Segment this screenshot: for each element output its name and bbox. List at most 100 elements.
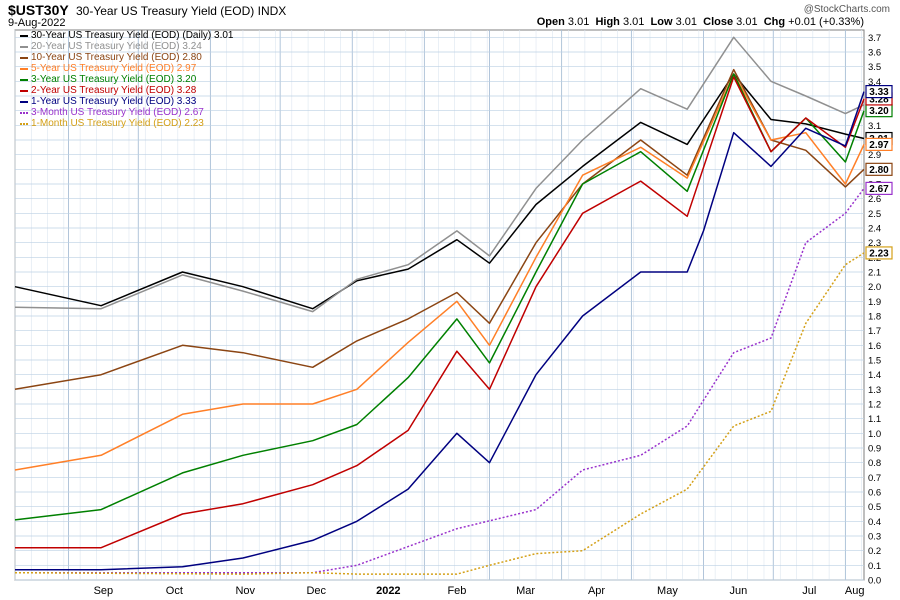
plot-area	[14, 29, 865, 581]
chg-value: +0.01 (+0.33%)	[788, 16, 864, 28]
x-tick-label: Feb	[447, 585, 466, 597]
y-tick-label: 0.9	[868, 444, 881, 455]
y-tick-label: 1.9	[868, 297, 881, 308]
chart-legend: 30-Year US Treasury Yield (EOD) (Daily) …	[20, 30, 234, 129]
y-tick-label: 2.0	[868, 282, 881, 293]
open-label: Open	[536, 16, 565, 28]
y-tick-label: 3.4	[868, 77, 881, 88]
y-tick-label: 0.6	[868, 488, 881, 499]
high-label: High	[595, 16, 620, 28]
y-tick-label: 1.3	[868, 385, 881, 396]
x-tick-label: 2022	[376, 585, 400, 597]
y-tick-label: 3.5	[868, 62, 881, 73]
last-value-label: 2.97	[869, 140, 889, 151]
legend-label: 3-Month US Treasury Yield (EOD) 2.67	[31, 107, 204, 118]
legend-item-3: 5-Year US Treasury Yield (EOD) 2.97	[20, 63, 234, 74]
legend-item-1: 20-Year US Treasury Yield (EOD) 3.24	[20, 41, 234, 52]
ticker-symbol: $UST30Y	[8, 2, 69, 18]
legend-swatch	[20, 111, 28, 114]
x-tick-label: Mar	[516, 585, 535, 597]
y-tick-label: 0.7	[868, 473, 881, 484]
legend-item-6: 1-Year US Treasury Yield (EOD) 3.33	[20, 96, 234, 107]
series-line-0	[14, 73, 865, 310]
y-tick-label: 0.8	[868, 458, 881, 469]
legend-swatch	[20, 100, 28, 103]
y-tick-label: 2.5	[868, 209, 881, 220]
y-tick-label: 2.1	[868, 268, 881, 279]
close-value: 3.01	[736, 16, 758, 28]
last-value-badge-2: 2.80	[865, 162, 893, 176]
legend-swatch	[20, 56, 28, 59]
low-label: Low	[650, 16, 673, 28]
series-line-1	[14, 36, 865, 313]
chart-title: 30-Year US Treasury Yield (EOD) INDX	[76, 4, 287, 18]
last-value-label: 2.67	[869, 184, 889, 195]
last-value-badge-6: 3.33	[865, 84, 893, 99]
y-tick-label: 3.7	[868, 33, 881, 44]
series-line-6	[15, 91, 865, 571]
x-tick-label: Dec	[306, 585, 326, 597]
last-value-label: 3.28	[869, 94, 889, 105]
y-tick-label: 0.2	[868, 546, 881, 557]
series-line-8	[14, 252, 865, 575]
legend-swatch	[20, 89, 28, 92]
last-value-label: 3.20	[869, 106, 889, 117]
x-tick-label: Apr	[588, 585, 605, 597]
legend-label: 30-Year US Treasury Yield (EOD) (Daily) …	[31, 30, 234, 41]
close-label: Close	[703, 16, 734, 28]
y-tick-label: 2.4	[868, 224, 881, 235]
y-tick-label: 3.1	[868, 121, 881, 132]
legend-label: 10-Year US Treasury Yield (EOD) 2.80	[31, 52, 202, 63]
last-value-badge-4: 3.20	[865, 104, 893, 118]
last-value-badge-7: 2.67	[865, 181, 893, 195]
x-tick-label: Sep	[94, 585, 114, 597]
legend-swatch	[20, 45, 28, 48]
y-tick-label: 3.6	[868, 48, 881, 59]
legend-item-2: 10-Year US Treasury Yield (EOD) 2.80	[20, 52, 234, 63]
series-line-7	[15, 187, 865, 574]
legend-item-0: 30-Year US Treasury Yield (EOD) (Daily) …	[20, 30, 234, 41]
legend-swatch	[20, 67, 28, 70]
legend-item-7: 3-Month US Treasury Yield (EOD) 2.67	[20, 107, 234, 118]
last-value-badge-8: 2.23	[865, 246, 893, 260]
legend-label: 2-Year US Treasury Yield (EOD) 3.28	[31, 85, 197, 96]
y-tick-label: 0.3	[868, 532, 881, 543]
ohlc-readout: Open 3.01 High 3.01 Low 3.01 Close 3.01 …	[537, 16, 864, 28]
legend-swatch	[20, 122, 28, 125]
y-tick-label: 1.7	[868, 326, 881, 337]
y-tick-label: 2.6	[868, 194, 881, 205]
last-value-badge-3: 2.97	[865, 137, 893, 151]
y-tick-label: 1.6	[868, 341, 881, 352]
legend-item-8: 1-Month US Treasury Yield (EOD) 2.23	[20, 118, 234, 129]
y-tick-label: 1.8	[868, 312, 881, 323]
legend-label: 20-Year US Treasury Yield (EOD) 3.24	[31, 41, 202, 52]
x-tick-label: Oct	[166, 585, 183, 597]
y-tick-label: 0.5	[868, 502, 881, 513]
last-value-label: 2.80	[869, 165, 889, 176]
legend-item-5: 2-Year US Treasury Yield (EOD) 3.28	[20, 85, 234, 96]
legend-swatch	[20, 78, 28, 81]
series-line-5	[15, 76, 865, 549]
y-tick-label: 2.3	[868, 238, 881, 249]
series-line-2	[14, 68, 865, 391]
stockcharts-watermark: @StockCharts.com	[803, 4, 890, 15]
legend-label: 1-Month US Treasury Yield (EOD) 2.23	[31, 118, 204, 129]
last-value-label: 3.33	[869, 87, 889, 98]
last-value-label: 2.23	[869, 248, 889, 259]
legend-label: 5-Year US Treasury Yield (EOD) 2.97	[31, 63, 197, 74]
x-tick-label: Aug	[845, 585, 865, 597]
y-tick-label: 1.4	[868, 370, 881, 381]
low-value: 3.01	[675, 16, 697, 28]
y-tick-label: 2.9	[868, 150, 881, 161]
series-line-3	[14, 73, 865, 471]
chg-label: Chg	[763, 16, 786, 28]
y-tick-label: 1.1	[868, 414, 881, 425]
x-tick-label: Nov	[235, 585, 255, 597]
chart-date: 9-Aug-2022	[8, 17, 66, 29]
high-value: 3.01	[622, 16, 645, 28]
y-tick-label: 0.1	[868, 561, 881, 572]
chart-header: $UST30Y 30-Year US Treasury Yield (EOD) …	[0, 0, 900, 30]
y-tick-label: 0.0	[868, 576, 881, 587]
x-tick-label: Jun	[730, 585, 748, 597]
